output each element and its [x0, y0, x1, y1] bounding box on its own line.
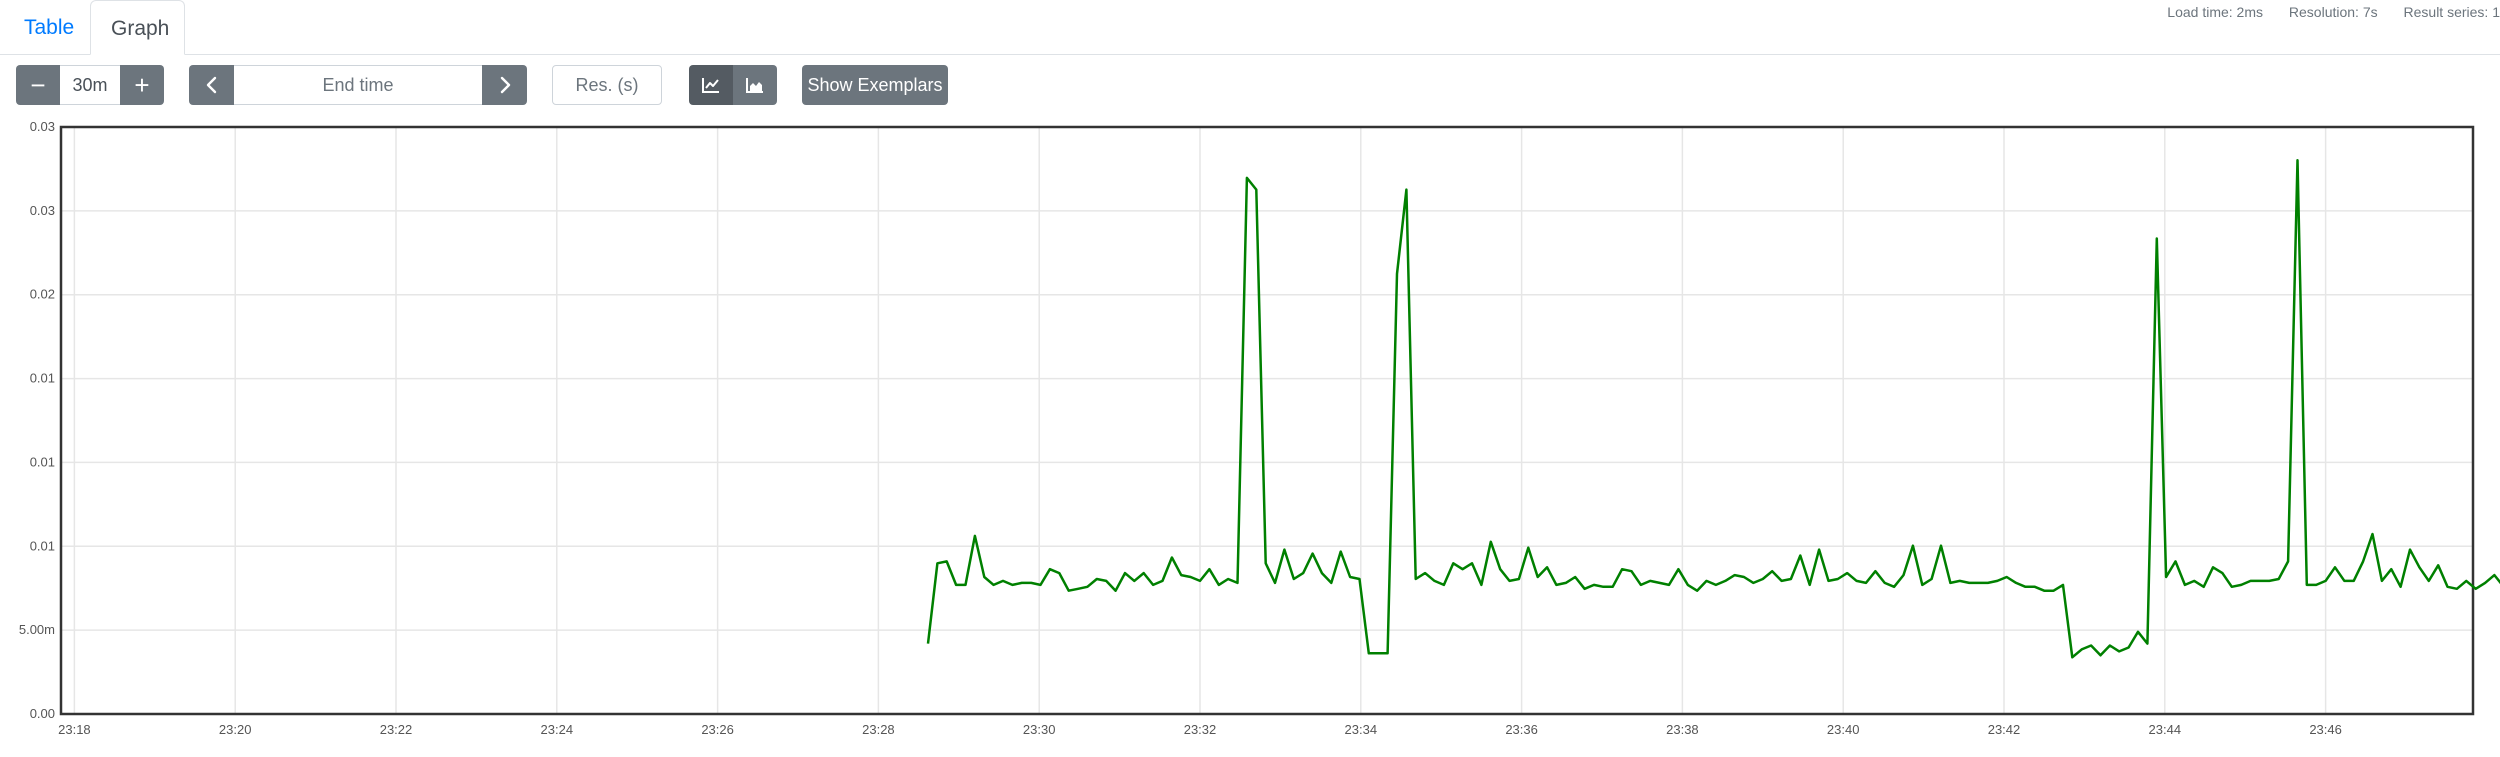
- load-time: Load time: 2ms: [2167, 4, 2264, 20]
- end-time-input[interactable]: End time: [234, 65, 482, 105]
- x-tick-label: 23:46: [2309, 722, 2342, 737]
- unstacked-chart-button[interactable]: [689, 65, 733, 105]
- y-tick-label: 0.03: [30, 203, 55, 218]
- increase-range-button[interactable]: +: [120, 65, 164, 105]
- show-exemplars-button[interactable]: Show Exemplars: [802, 65, 948, 105]
- x-tick-label: 23:44: [2149, 722, 2182, 737]
- plot-frame: [59, 125, 2475, 716]
- y-tick-label: 5.00m: [19, 622, 55, 637]
- panel-tabs: Table Graph Load time: 2ms Resolution: 7…: [0, 0, 2500, 55]
- time-series-chart[interactable]: 0.00 5.00m 0.01 0.01 0.01 0.02 0.03 0.03 23:18 23…: [0, 120, 2500, 757]
- x-tick-label: 23:20: [219, 722, 252, 737]
- y-tick-label: 0.01: [30, 371, 55, 386]
- y-tick-label: 0.02: [30, 287, 55, 302]
- x-tick-label: 23:32: [1184, 722, 1217, 737]
- x-tick-label: 23:34: [1345, 722, 1378, 737]
- resolution-input[interactable]: Res. (s): [552, 65, 662, 105]
- x-tick-label: 23:40: [1827, 722, 1860, 737]
- x-tick-label: 23:28: [862, 722, 895, 737]
- previous-time-button[interactable]: [189, 65, 234, 105]
- resolution-stat: Resolution: 7s: [2288, 4, 2378, 20]
- stacked-chart-button[interactable]: [733, 65, 777, 105]
- x-tick-label: 23:30: [1023, 722, 1056, 737]
- y-tick-label: 0.00: [30, 706, 55, 721]
- x-tick-label: 23:18: [58, 722, 91, 737]
- graph-area: 0.00 5.00m 0.01 0.01 0.01 0.02 0.03 0.03 23:18 23…: [0, 120, 2500, 757]
- tab-graph[interactable]: Graph: [90, 0, 185, 55]
- y-tick-label: 0.01: [30, 538, 55, 553]
- end-time-input-group: End time: [189, 65, 527, 105]
- line-chart-icon: [702, 78, 719, 93]
- query-stats: Load time: 2ms Resolution: 7s Result ser…: [2145, 4, 2500, 20]
- decrease-range-button[interactable]: −: [16, 65, 60, 105]
- range-input[interactable]: 30m: [60, 65, 120, 105]
- graph-controls: − 30m + End time Res. (s) Show Exemplars: [0, 64, 2500, 106]
- x-tick-label: 23:36: [1505, 722, 1538, 737]
- x-tick-label: 23:42: [1988, 722, 2021, 737]
- range-input-group: − 30m +: [16, 65, 164, 105]
- y-tick-label: 0.01: [30, 454, 55, 469]
- next-time-button[interactable]: [482, 65, 527, 105]
- chevron-left-icon: [206, 76, 216, 94]
- chevron-right-icon: [500, 76, 510, 94]
- x-tick-label: 23:26: [701, 722, 734, 737]
- tab-table[interactable]: Table: [24, 16, 75, 39]
- x-tick-label: 23:22: [380, 722, 413, 737]
- x-tick-label: 23:38: [1666, 722, 1699, 737]
- chart-type-toggle: [689, 65, 777, 105]
- result-series-stat: Result series: 1: [2403, 4, 2500, 20]
- y-tick-label: 0.03: [30, 120, 55, 134]
- series-line: [926, 159, 2500, 659]
- area-chart-icon: [746, 78, 763, 93]
- x-tick-label: 23:24: [541, 722, 574, 737]
